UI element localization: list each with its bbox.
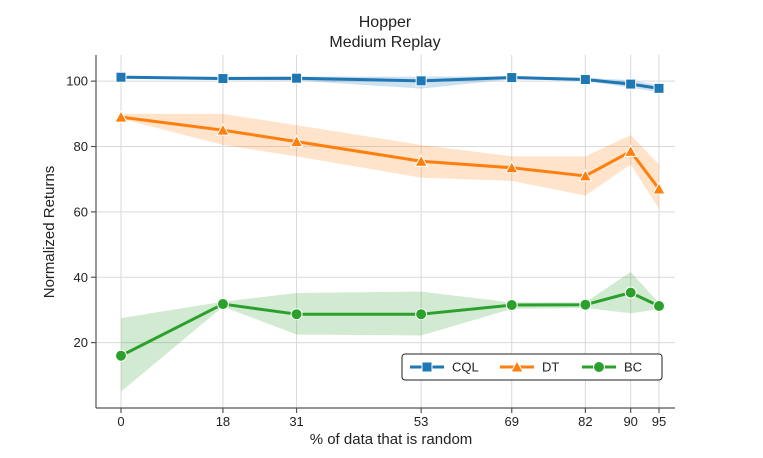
legend-marker-bc — [593, 361, 605, 373]
x-tick-label-18: 18 — [216, 414, 230, 429]
confidence-bands — [121, 76, 659, 392]
data-point-dt-53 — [414, 154, 428, 167]
tick-labels: 0 18 31 53 69 82 90 95 20 40 60 80 100 — [66, 74, 666, 429]
data-point-cql-18 — [217, 73, 229, 85]
data-point-dt-69 — [504, 160, 519, 174]
chart-title: Hopper — [359, 14, 412, 31]
legend-label-cql: CQL — [452, 360, 479, 375]
band-dt — [121, 113, 659, 209]
x-tick-label-90: 90 — [623, 414, 637, 429]
legend-marker-dt — [510, 359, 524, 373]
data-point-bc-69 — [505, 299, 518, 312]
series-markers — [114, 71, 666, 362]
x-axis-label: % of data that is random — [310, 431, 473, 448]
data-point-bc-0 — [115, 349, 127, 362]
data-point-bc-90 — [624, 286, 637, 299]
series-line-bc — [119, 291, 661, 358]
data-point-cql-90 — [625, 78, 637, 90]
data-point-dt-90 — [623, 144, 638, 157]
y-tick-label-100: 100 — [66, 74, 88, 89]
data-point-dt-82 — [578, 168, 593, 182]
x-tick-label-31: 31 — [289, 414, 303, 429]
series-line-cql — [119, 75, 661, 90]
chart-subtitle: Medium Replay — [329, 34, 440, 51]
data-point-dt-18 — [216, 123, 230, 136]
data-point-cql-53 — [415, 75, 427, 87]
x-tick-label-53: 53 — [414, 414, 428, 429]
legend: CQL DT BC — [401, 353, 663, 381]
series-lines — [119, 75, 661, 358]
legend-label-bc: BC — [624, 360, 642, 375]
data-point-cql-69 — [506, 72, 518, 84]
y-axis-label: Normalized Returns — [41, 166, 58, 299]
data-point-cql-82 — [579, 74, 591, 86]
data-point-bc-31 — [290, 308, 303, 321]
x-tick-label-0: 0 — [117, 414, 124, 429]
band-cql — [121, 76, 659, 93]
data-point-cql-95 — [653, 82, 665, 94]
legend-marker-cql — [421, 361, 433, 373]
data-point-cql-31 — [291, 72, 303, 84]
x-tick-label-82: 82 — [578, 414, 592, 429]
data-point-cql-0 — [115, 71, 127, 83]
x-tick-label-69: 69 — [505, 414, 519, 429]
data-point-dt-31 — [289, 134, 304, 148]
series-line-dt — [119, 115, 661, 191]
data-point-dt-95 — [652, 181, 666, 195]
legend-label-dt: DT — [542, 360, 559, 375]
y-tick-label-20: 20 — [74, 335, 88, 350]
y-tick-label-60: 60 — [74, 204, 88, 219]
data-point-bc-95 — [653, 300, 665, 313]
data-point-dt-0 — [114, 110, 128, 123]
axes — [91, 55, 675, 413]
x-tick-label-95: 95 — [652, 414, 666, 429]
band-bc — [121, 272, 659, 392]
data-point-bc-53 — [415, 308, 428, 321]
data-point-bc-18 — [216, 298, 229, 311]
y-tick-label-80: 80 — [74, 139, 88, 154]
y-tick-label-40: 40 — [74, 270, 88, 285]
data-point-bc-82 — [579, 298, 592, 311]
